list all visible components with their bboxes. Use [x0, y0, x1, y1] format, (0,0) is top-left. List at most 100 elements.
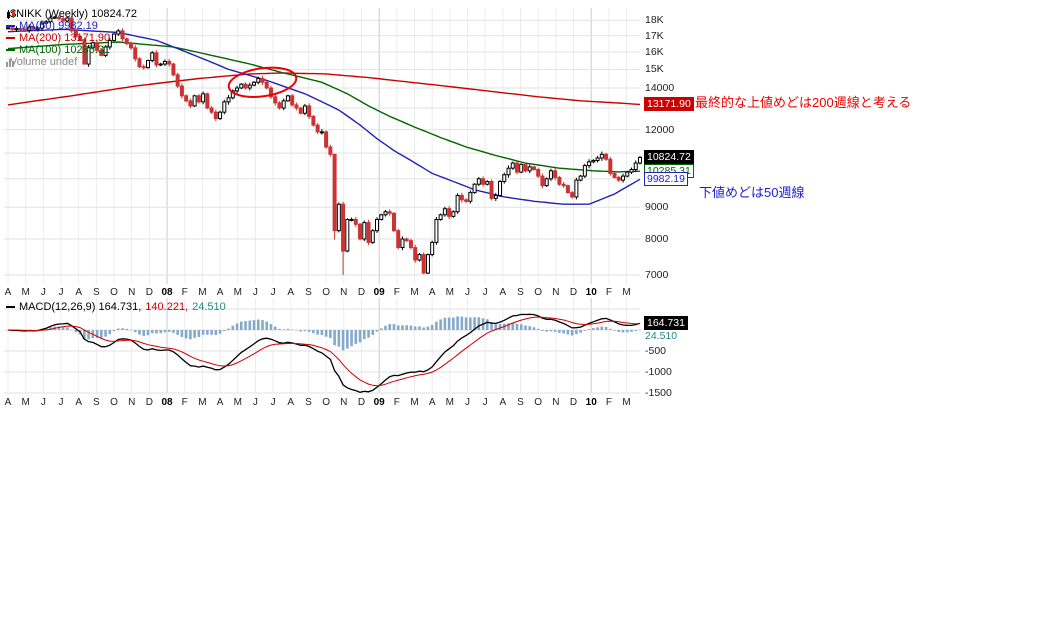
price-axis-label: 7000 [645, 269, 669, 281]
macd-histogram-bar [409, 325, 413, 330]
candle-body [18, 28, 23, 31]
candle-body [459, 194, 464, 201]
macd-histogram-bar [617, 330, 621, 333]
macd-histogram-bar [592, 328, 595, 330]
candle-body [421, 254, 426, 274]
macd-histogram-bar [333, 330, 336, 346]
macd-histogram-bar [95, 330, 99, 339]
macd-histogram-bar [239, 321, 243, 330]
candle-body [531, 166, 536, 170]
candle-body [141, 66, 146, 69]
chart-title: $NIKK (Weekly) 10824.72 [10, 8, 137, 20]
candle-body [633, 162, 638, 170]
candle-body [99, 49, 104, 56]
macd-histogram-bar [197, 330, 201, 338]
macd-histogram-bar [273, 326, 277, 330]
macd-histogram-bar [405, 325, 409, 330]
candle-body [90, 42, 95, 49]
candle-body [137, 58, 142, 68]
x-axis-label: S [517, 287, 524, 298]
candle-body [379, 214, 384, 220]
macd-histogram-bar [396, 325, 400, 330]
candle-body [10, 27, 15, 30]
candle-body [548, 170, 553, 180]
candle-body [391, 212, 396, 232]
x-axis-label: F [181, 287, 188, 298]
x-axis-label: J [252, 397, 258, 408]
candle-body [298, 107, 303, 114]
macd-histogram-bar [375, 330, 379, 332]
macd-histogram-bar [256, 319, 260, 330]
macd-axis: -500 -1000 -1500 164.731 24.510 [644, 298, 714, 399]
x-axis-label: A [4, 287, 12, 298]
candle-body [561, 183, 566, 187]
candle-body [400, 238, 405, 249]
macd-histogram-bar [609, 328, 612, 330]
x-axis-label: A [75, 287, 83, 298]
candle-body [417, 254, 422, 261]
x-axis-label: J [465, 287, 470, 298]
x-axis-label: N [128, 287, 136, 298]
x-axis-label: A [216, 287, 224, 298]
x-axis-label: O [110, 287, 118, 298]
macd-histogram-bar [218, 330, 222, 334]
candle-body [370, 230, 375, 243]
x-axis-label: O [322, 397, 330, 408]
x-axis-label: 09 [373, 287, 385, 298]
candle-body [506, 167, 511, 176]
macd-histogram-bar [587, 329, 591, 330]
macd-histogram-bar [159, 330, 162, 334]
ma100-label: MA(100) 10285.31 [19, 44, 111, 56]
macd-signal-label: 140.221, [145, 301, 189, 313]
macd-signal-line [7, 316, 641, 387]
candle-body [510, 162, 515, 169]
candle-body [621, 175, 626, 181]
ma100-line [7, 41, 641, 173]
candle-body [396, 230, 401, 249]
candle-body [629, 168, 634, 173]
candle-body [154, 52, 159, 66]
candle-body [616, 176, 621, 181]
candle-body [578, 175, 583, 181]
candle-body [366, 222, 371, 243]
x-axis-label: O [322, 287, 330, 298]
macd-histogram-bar [541, 330, 544, 331]
x-axis-label: D [357, 397, 366, 408]
candle-body [349, 218, 354, 221]
candle-body [493, 194, 498, 199]
x-axis-label: M [622, 397, 631, 408]
ma200-label: MA(200) 13171.90 [19, 32, 111, 44]
candle-body [235, 87, 240, 92]
price-axis-label: 18K [645, 14, 664, 27]
macd-histogram-bar [167, 330, 171, 332]
price-axis-label: 12000 [645, 123, 675, 136]
macd-label: MACD(12,26,9) 164.731, [19, 301, 142, 313]
macd-histogram-bar [133, 330, 137, 333]
macd-histogram-bar [341, 330, 345, 351]
candle-body [587, 161, 592, 167]
x-axis-label: J [482, 397, 488, 408]
macd-histogram-bar [524, 325, 527, 330]
candle-body [540, 175, 545, 187]
macd-histogram-bar [613, 330, 616, 331]
x-axis-label: O [534, 397, 543, 408]
x-axis-label: S [305, 397, 312, 408]
macd-histogram-bar [235, 323, 239, 330]
macd-histogram-bar [116, 328, 120, 330]
macd-histogram-bar [536, 328, 540, 330]
x-axis-label: S [93, 287, 100, 298]
candle-body [133, 47, 138, 60]
macd-histogram-bar [172, 330, 175, 333]
macd-histogram-bar [371, 330, 375, 335]
x-axis-label: M [233, 287, 242, 298]
macd-histogram-bar [600, 326, 604, 330]
macd-histogram-bar [456, 316, 459, 330]
price-chart [4, 8, 642, 284]
candle-body [514, 162, 519, 173]
candle-body [44, 21, 49, 24]
macd-histogram-bar [138, 330, 141, 335]
x-axis-label: A [499, 397, 507, 408]
x-axis-label: D [357, 287, 366, 298]
candle-body [319, 131, 324, 134]
candle-body [404, 238, 409, 242]
